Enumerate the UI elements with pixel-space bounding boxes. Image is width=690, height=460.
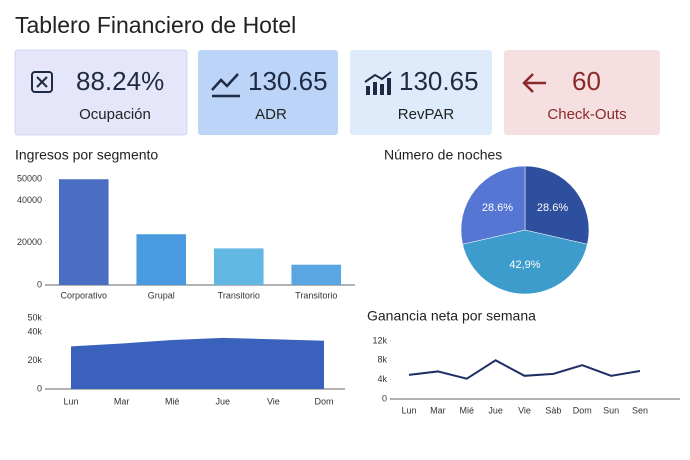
y-tick-label: 20000 <box>17 237 42 247</box>
kpi-value: 130.65 <box>399 66 479 96</box>
bar <box>213 248 264 285</box>
x-tick-label: Transitorio <box>218 290 260 300</box>
icon-chart <box>364 71 392 95</box>
x-tick-label: Mié <box>459 405 474 415</box>
y-tick-label: 40k <box>27 327 42 337</box>
x-tick-label: Sen <box>632 405 648 415</box>
x-tick-label: Dom <box>573 405 592 415</box>
pie-slice <box>524 165 590 245</box>
kpi-label: ADR <box>255 106 287 123</box>
kpi-value: 130.65 <box>248 66 328 96</box>
x-tick-label: Lun <box>63 396 78 406</box>
y-tick-label: 12k <box>372 335 387 345</box>
line <box>408 359 641 380</box>
slice-label: 42,9% <box>509 259 540 271</box>
kpi-value: 88.24% <box>76 66 164 96</box>
dashboard-title: Tablero Financiero de Hotel <box>15 12 296 38</box>
y-tick-label: 0 <box>382 393 387 403</box>
slice-label: 28.6% <box>482 202 513 214</box>
y-tick-label: 40000 <box>17 195 42 205</box>
y-tick-label: 20k <box>27 355 42 365</box>
y-tick-label: 0 <box>37 279 42 289</box>
x-tick-label: Corporativo <box>60 290 107 300</box>
icon-trend <box>211 73 240 98</box>
kpi-card <box>504 50 660 135</box>
slice-label: 28.6% <box>537 202 568 214</box>
x-tick-label: Jue <box>488 405 503 415</box>
area <box>71 337 324 389</box>
x-tick-label: Vie <box>267 396 280 406</box>
pie-slice <box>460 165 526 245</box>
x-tick-label: Lun <box>401 405 416 415</box>
kpi-label: Ocupación <box>79 106 151 123</box>
kpi-card <box>198 50 338 135</box>
x-tick-label: Mar <box>114 396 130 406</box>
chart-title: Ganancia neta por semana <box>367 308 536 324</box>
x-tick-label: Sun <box>603 405 619 415</box>
x-tick-label: Vie <box>518 405 531 415</box>
icon-arrow-left <box>522 73 546 93</box>
x-tick-label: Transitorio <box>295 290 337 300</box>
x-tick-label: Jue <box>216 396 231 406</box>
icon-close <box>31 71 53 93</box>
kpi-label: Check-Outs <box>547 106 626 123</box>
kpi-card <box>14 49 188 136</box>
y-tick-label: 50k <box>27 312 42 322</box>
chart-title: Ingresos por segmento <box>15 147 158 163</box>
bar <box>291 264 342 285</box>
chart-title: Número de noches <box>384 147 502 163</box>
bar <box>136 234 187 285</box>
x-tick-label: Mar <box>430 405 446 415</box>
kpi-card <box>350 50 492 135</box>
y-tick-label: 0 <box>37 383 42 393</box>
x-tick-label: Dom <box>314 396 333 406</box>
kpi-value: 60 <box>572 66 601 96</box>
x-tick-label: Sàb <box>545 405 561 415</box>
x-tick-label: Mié <box>165 396 180 406</box>
x-tick-label: Grupal <box>148 290 175 300</box>
y-tick-label: 4k <box>377 374 387 384</box>
bar <box>58 179 109 285</box>
y-tick-label: 50000 <box>17 174 42 184</box>
kpi-label: RevPAR <box>398 106 455 123</box>
pie-slice <box>462 229 588 295</box>
y-tick-label: 8k <box>377 355 387 365</box>
